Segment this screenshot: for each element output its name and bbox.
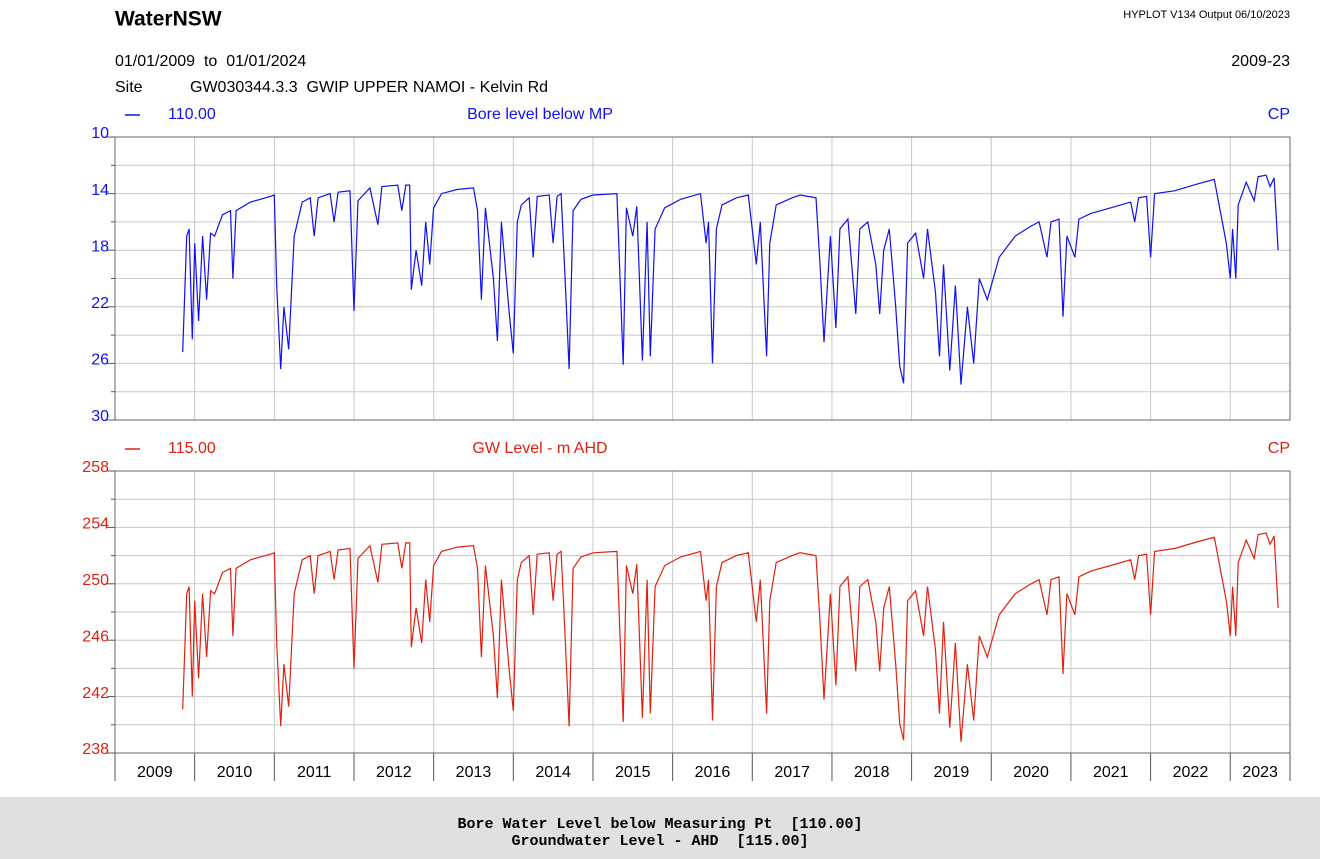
- y-tick-label: 22: [91, 295, 109, 312]
- panel-right-label: CP: [1268, 440, 1290, 457]
- site-name: GW030344.3.3 GWIP UPPER NAMOI - Kelvin R…: [190, 79, 548, 96]
- y-tick-label: 246: [82, 628, 109, 645]
- version-info: HYPLOT V134 Output 06/10/2023: [1123, 9, 1290, 21]
- plot-frame: [114, 136, 1291, 421]
- y-tick-label: 250: [82, 572, 109, 589]
- site-label: Site: [115, 79, 143, 96]
- panel-right-label: CP: [1268, 106, 1290, 123]
- footer-band: [0, 797, 1320, 859]
- x-tick-label: 2012: [376, 764, 412, 781]
- x-tick-label: 2010: [217, 764, 253, 781]
- footer-line: Bore Water Level below Measuring Pt [110…: [457, 816, 862, 833]
- x-tick-label: 2022: [1173, 764, 1209, 781]
- y-tick-label: 238: [82, 741, 109, 758]
- panel-variable: 110.00: [168, 106, 216, 123]
- x-tick-label: 2016: [695, 764, 731, 781]
- x-tick-label: 2009: [137, 764, 173, 781]
- data-line: [182, 532, 1279, 742]
- x-tick-label: 2020: [1013, 764, 1049, 781]
- y-tick-label: 258: [82, 459, 109, 476]
- y-tick-label: 26: [91, 352, 109, 369]
- legend-label: GW Level - m AHD: [472, 440, 607, 457]
- x-tick-label: 2023: [1242, 764, 1278, 781]
- panel-variable: 115.00: [168, 440, 216, 457]
- x-tick-label: 2015: [615, 764, 651, 781]
- x-tick-label: 2017: [774, 764, 810, 781]
- footer-line: Groundwater Level - AHD [115.00]: [511, 833, 808, 850]
- x-tick-label: 2018: [854, 764, 890, 781]
- period: 01/01/2009 to 01/01/2024: [115, 53, 306, 70]
- plot-frame: [114, 470, 1291, 754]
- data-line: [182, 174, 1279, 385]
- y-tick-label: 10: [91, 125, 109, 142]
- x-tick-label: 2014: [535, 764, 571, 781]
- y-tick-label: 242: [82, 685, 109, 702]
- y-tick-label: 18: [91, 238, 109, 255]
- x-tick-label: 2021: [1093, 764, 1129, 781]
- y-tick-label: 14: [91, 182, 109, 199]
- x-tick-label: 2013: [456, 764, 492, 781]
- x-tick-label: 2011: [297, 764, 332, 781]
- period-short: 2009-23: [1231, 53, 1290, 70]
- y-tick-label: 254: [82, 516, 109, 533]
- brand-title: WaterNSW: [115, 8, 222, 31]
- y-tick-label: 30: [91, 408, 109, 425]
- legend-label: Bore level below MP: [467, 106, 613, 123]
- x-tick-label: 2019: [934, 764, 970, 781]
